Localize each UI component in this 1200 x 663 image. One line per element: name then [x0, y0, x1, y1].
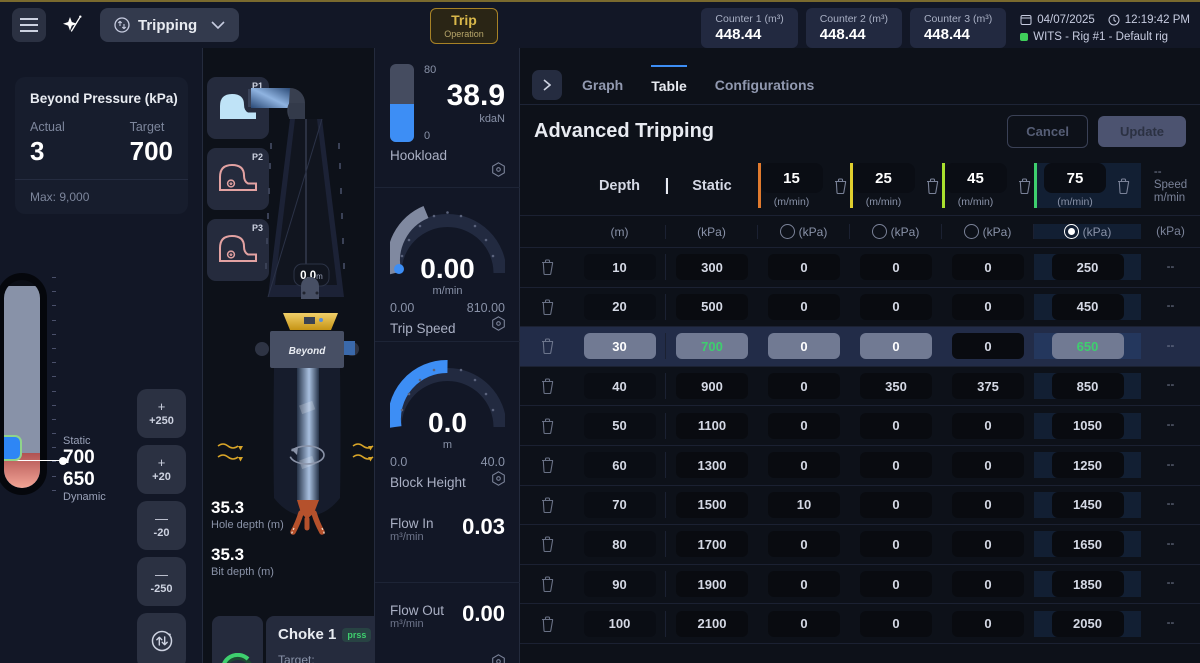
svg-text:Beyond: Beyond [289, 346, 327, 357]
